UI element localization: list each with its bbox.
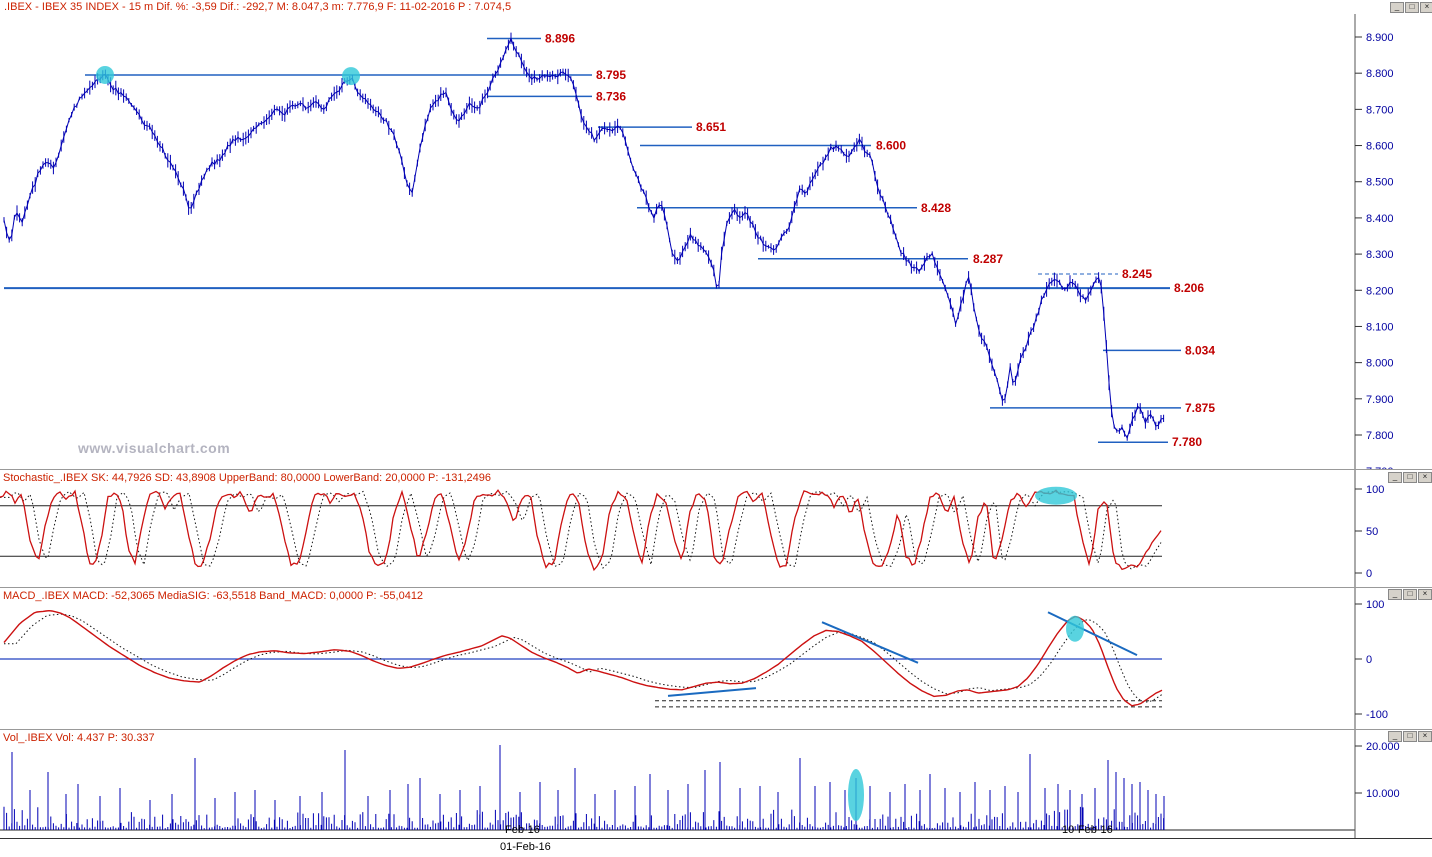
axis-tick-label: 8.900 [1366,32,1394,44]
highlight-ellipse [848,769,864,821]
axis-tick-label: 8.000 [1366,358,1394,370]
window-controls-volume: _ □ × [1388,731,1432,742]
macd-trendline [1047,611,1138,657]
price-window-titlebar: .IBEX - IBEX 35 INDEX - 15 m Dif. %: -3,… [0,0,1432,14]
price-line [3,36,1164,440]
axis-tick-label: 7.700 [1366,466,1394,470]
minimize-button[interactable]: _ [1390,2,1404,13]
stoch-signal-line [0,490,1162,570]
price-level-label: 8.795 [596,68,626,82]
maximize-icon: □ [1407,472,1413,481]
session-date-label: Feb-16 [505,824,540,836]
minimize-icon: _ [1392,472,1398,481]
macd-trendline [667,687,757,697]
panel-separator [0,469,1432,470]
window-controls-macd: _ □ × [1388,589,1432,600]
maximize-button[interactable]: □ [1403,731,1417,742]
maximize-button[interactable]: □ [1403,589,1417,600]
maximize-icon: □ [1409,2,1415,11]
price-level-label: 8.736 [596,89,626,103]
close-button[interactable]: × [1418,589,1432,600]
price-level-label: 8.287 [973,252,1003,266]
axis-tick-label: 0 [1366,568,1372,580]
price-level-label: 8.206 [1174,281,1204,295]
axis-tick-label: 8.400 [1366,213,1394,225]
macd-chart-plot[interactable]: 100 0 -100 [0,588,1432,730]
axis-tick-label: 7.800 [1366,430,1394,442]
panel-separator [0,587,1432,588]
price-level-label: 8.034 [1185,343,1215,357]
window-controls-main: _ □ × [1390,2,1432,13]
price-level-label: 8.245 [1122,267,1152,281]
axis-tick-label: 8.100 [1366,321,1394,333]
price-level-label: 8.651 [696,120,726,134]
axis-tick-label: 8.500 [1366,177,1394,189]
macd-trendline [821,621,919,664]
close-icon: × [1422,472,1428,481]
axis-tick-label: 8.200 [1366,285,1394,297]
price-level-label: 8.896 [545,31,575,45]
axis-tick-label: -100 [1366,709,1388,721]
price-level-label: 7.875 [1185,401,1215,415]
minimize-icon: _ [1392,731,1398,740]
highlight-ellipse [1035,486,1077,505]
minimize-icon: _ [1394,2,1400,11]
price-level-label: 8.428 [921,201,951,215]
axis-tick-label: 10.000 [1366,788,1400,800]
maximize-button[interactable]: □ [1403,472,1417,483]
stoch-line [0,489,1162,572]
panel-separator [0,729,1432,730]
price-level-label: 7.780 [1172,435,1202,449]
maximize-icon: □ [1407,589,1413,598]
volume-header: Vol_.IBEX Vol: 4.437 P: 30.337 [3,732,155,744]
maximize-icon: □ [1407,731,1413,740]
close-button[interactable]: × [1418,731,1432,742]
minimize-button[interactable]: _ [1388,589,1402,600]
close-button[interactable]: × [1418,472,1432,483]
axis-tick-label: 8.700 [1366,104,1394,116]
axis-tick-label: 8.600 [1366,141,1394,153]
minimize-button[interactable]: _ [1388,731,1402,742]
axis-tick-label: 8.800 [1366,68,1394,80]
maximize-button[interactable]: □ [1405,2,1419,13]
axis-tick-label: 8.300 [1366,249,1394,261]
axis-tick-label: 50 [1366,526,1378,538]
axis-tick-label: 100 [1366,599,1384,611]
highlight-ellipse [342,67,360,86]
minimize-button[interactable]: _ [1388,472,1402,483]
time-axis-line [0,838,1432,839]
price-chart-plot[interactable]: 8.896 8.795 8.736 8.651 8.600 8.428 8.287 8.245… [0,14,1432,470]
close-button[interactable]: × [1420,2,1432,13]
axis-tick-label: 20.000 [1366,741,1400,753]
macd-line [3,609,1163,707]
price-bars [3,32,1165,441]
axis-tick-label: 0 [1366,654,1372,666]
stochastic-chart-plot[interactable]: 100 50 0 [0,470,1432,588]
macd-header: MACD_.IBEX MACD: -52,3065 MediaSIG: -63,… [3,590,424,602]
macd-signal-line [4,613,1163,704]
axis-tick-label: 100 [1366,484,1384,496]
highlight-ellipse [1066,615,1084,642]
stochastic-header: Stochastic_.IBEX SK: 44,7926 SD: 43,8908… [3,472,492,484]
volume-bars [3,745,1165,830]
minimize-icon: _ [1392,589,1398,598]
axis-tick-label: 7.900 [1366,394,1394,406]
highlight-ellipse [96,65,114,84]
window-title: .IBEX - IBEX 35 INDEX - 15 m Dif. %: -3,… [4,1,512,13]
date-axis-label: 01-Feb-16 [500,841,551,853]
session-date-label: 10-Feb-16 [1062,824,1113,836]
close-icon: × [1422,731,1428,740]
price-level-label: 8.600 [876,139,906,153]
close-icon: × [1422,589,1428,598]
volume-chart-plot[interactable]: Feb-16 10-Feb-16 20.000 10.000 [0,730,1432,838]
close-icon: × [1424,2,1430,11]
watermark: www.visualchart.com [78,440,231,456]
window-controls-stochastic: _ □ × [1388,472,1432,483]
